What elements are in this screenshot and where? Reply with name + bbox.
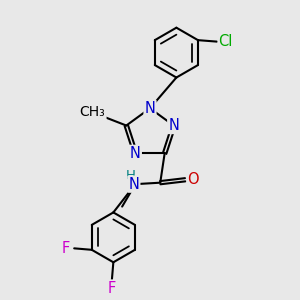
Text: N: N xyxy=(130,146,141,161)
Text: Cl: Cl xyxy=(219,34,233,49)
Text: O: O xyxy=(188,172,199,187)
Text: N: N xyxy=(145,101,155,116)
Text: F: F xyxy=(62,241,70,256)
Text: N: N xyxy=(168,118,179,133)
Text: H: H xyxy=(126,169,136,182)
Text: N: N xyxy=(128,177,139,192)
Text: F: F xyxy=(108,280,116,296)
Text: CH₃: CH₃ xyxy=(80,105,106,119)
